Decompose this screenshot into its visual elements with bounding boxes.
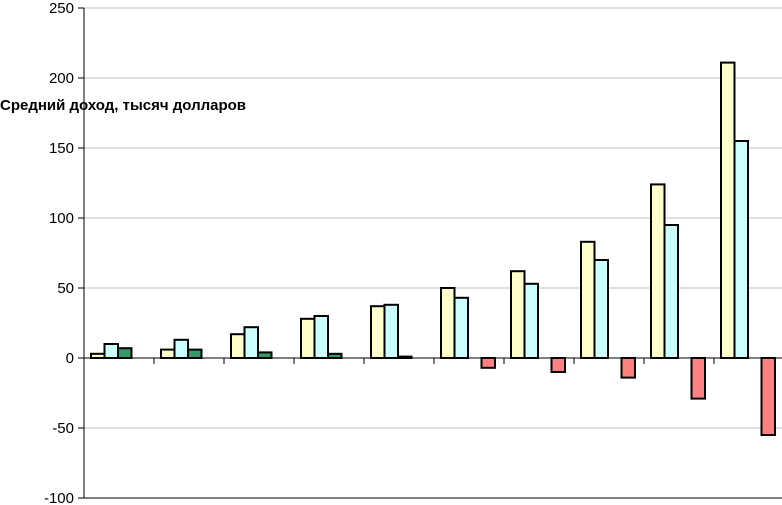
bar: [690, 357, 706, 400]
bar: [720, 61, 736, 359]
bar: [173, 338, 189, 359]
y-axis-label: Средний доход, тысяч долларов: [0, 97, 246, 114]
bar: [383, 303, 399, 359]
bar: [580, 240, 596, 359]
y-tick-labels: -100 -50 0 50 100 150 200 250: [44, 0, 74, 505]
bar: [650, 183, 666, 359]
bar: [550, 357, 566, 373]
bar: [663, 224, 679, 359]
bar: [733, 140, 749, 359]
y-tick-label: 100: [49, 210, 74, 227]
bar: [440, 287, 456, 359]
gridlines: [84, 7, 782, 429]
axes: [78, 7, 782, 499]
bar: [103, 343, 119, 359]
y-tick-label: -100: [44, 490, 74, 505]
y-tick-label: 150: [49, 140, 74, 157]
bar: [370, 305, 386, 360]
bar: [313, 315, 329, 359]
bar: [453, 296, 469, 359]
bar: [300, 317, 316, 359]
bar: [593, 259, 609, 359]
bar: [620, 357, 636, 379]
bar: [257, 351, 273, 359]
bar: [160, 348, 176, 360]
bar: [760, 357, 776, 436]
bar: [327, 352, 343, 359]
bar: [187, 348, 203, 360]
y-tick-label: -50: [52, 420, 74, 437]
bar: [117, 347, 133, 360]
y-tick-label: 0: [66, 350, 74, 367]
bar: [523, 282, 539, 359]
y-tick-label: 250: [49, 0, 74, 17]
bar: [480, 357, 496, 369]
bar: [510, 270, 526, 360]
bar: [243, 326, 259, 360]
bars: [90, 61, 776, 436]
bar: [90, 352, 106, 359]
bar: [230, 333, 246, 360]
y-tick-label: 50: [57, 280, 74, 297]
y-tick-label: 200: [49, 70, 74, 87]
